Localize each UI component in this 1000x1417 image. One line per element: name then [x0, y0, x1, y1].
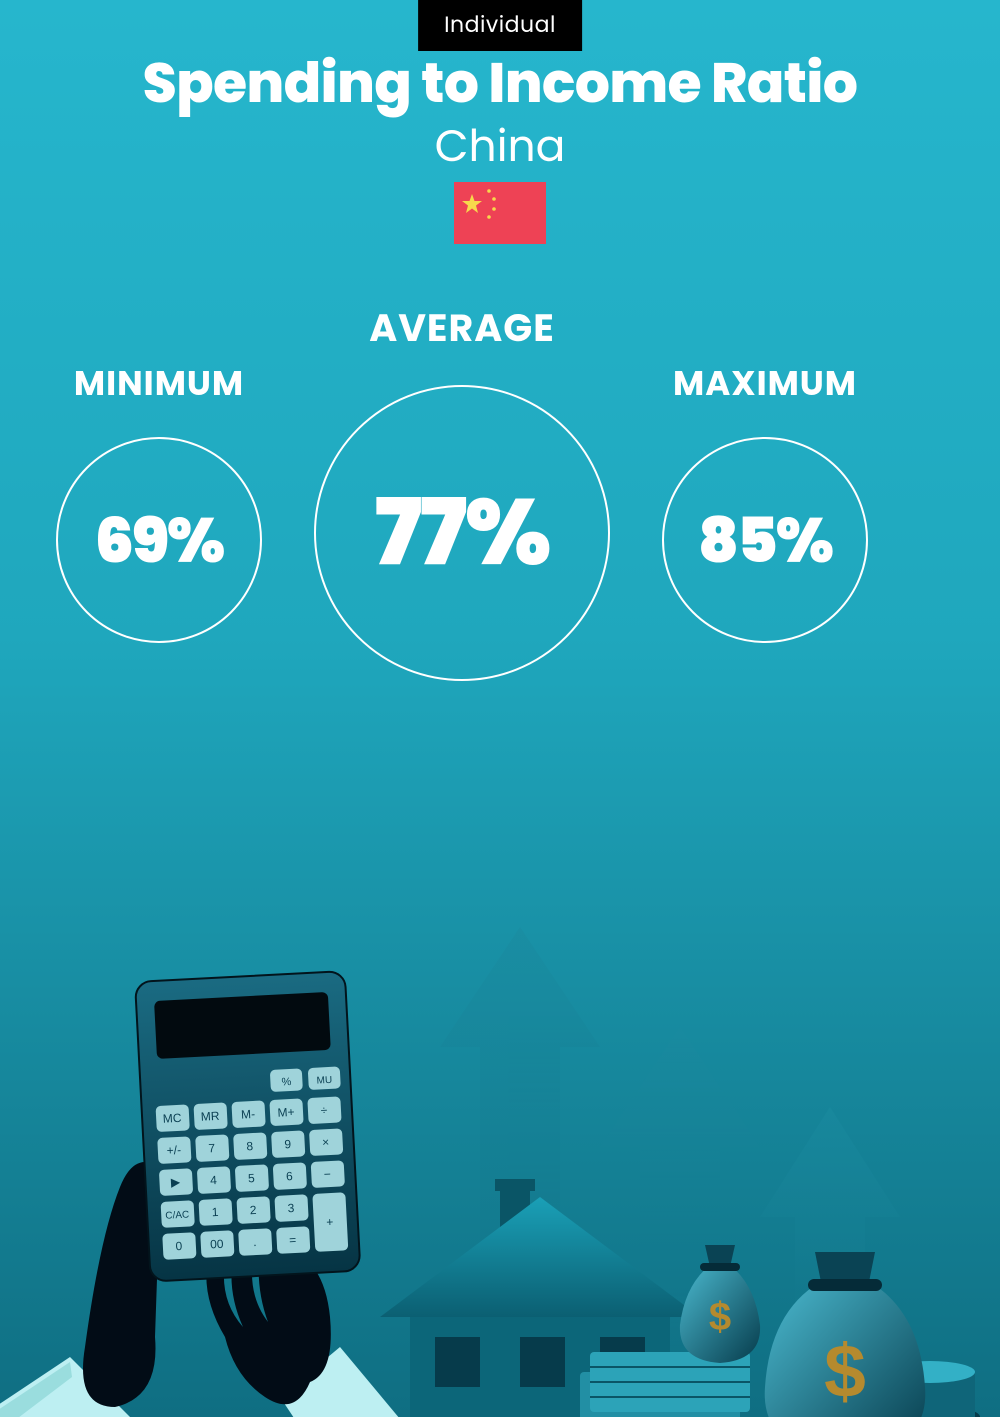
stat-average: AVERAGE 77%: [314, 300, 610, 681]
svg-text:2: 2: [249, 1203, 257, 1217]
svg-text:8: 8: [246, 1139, 254, 1153]
stat-value-maximum: 85%: [698, 494, 832, 587]
stat-value-minimum: 69%: [95, 494, 223, 587]
svg-text:=: =: [289, 1233, 297, 1247]
page-title: Spending to Income Ratio: [0, 42, 1000, 125]
svg-text:00: 00: [210, 1237, 224, 1252]
stat-minimum: MINIMUM 69%: [56, 358, 262, 643]
finance-illustration: $ $ %: [0, 817, 1000, 1417]
infographic-canvas: Individual Spending to Income Ratio Chin…: [0, 0, 1000, 1417]
svg-text:MR: MR: [200, 1109, 220, 1124]
svg-text:MC: MC: [162, 1111, 182, 1126]
svg-text:+/-: +/-: [166, 1143, 181, 1158]
china-flag-icon: [454, 182, 546, 244]
large-money-bag-icon: $: [765, 1252, 926, 1417]
svg-text:0: 0: [175, 1239, 183, 1253]
svg-text:6: 6: [286, 1169, 294, 1183]
stat-circle-average: 77%: [314, 385, 610, 681]
hands-calculator-icon: % MU MC MR M- M+ ÷ +/- 7 8 9 ×: [0, 971, 440, 1417]
svg-text:4: 4: [210, 1173, 218, 1187]
svg-text:M+: M+: [277, 1105, 295, 1120]
svg-text:$: $: [709, 1295, 731, 1339]
svg-text:%: %: [281, 1076, 292, 1089]
stat-maximum: MAXIMUM 85%: [662, 358, 868, 643]
svg-text:1: 1: [211, 1205, 219, 1219]
stat-circle-minimum: 69%: [56, 437, 262, 643]
svg-text:▶: ▶: [171, 1175, 182, 1190]
stat-circle-maximum: 85%: [662, 437, 868, 643]
svg-text:C/AC: C/AC: [165, 1209, 189, 1221]
svg-text:3: 3: [287, 1201, 295, 1215]
stat-label-maximum: MAXIMUM: [662, 358, 868, 409]
stat-label-average: AVERAGE: [314, 300, 610, 357]
svg-text:7: 7: [208, 1141, 216, 1155]
country-name: China: [0, 114, 1000, 179]
svg-text:−: −: [323, 1167, 331, 1181]
stat-value-average: 77%: [375, 464, 550, 602]
stat-label-minimum: MINIMUM: [56, 358, 262, 409]
svg-text:×: ×: [322, 1135, 330, 1149]
svg-text:M-: M-: [241, 1107, 256, 1122]
svg-text:9: 9: [284, 1137, 292, 1151]
svg-text:MU: MU: [316, 1075, 332, 1087]
svg-text:÷: ÷: [320, 1103, 328, 1117]
svg-text:5: 5: [248, 1171, 256, 1185]
svg-text:+: +: [326, 1215, 334, 1229]
svg-text:$: $: [824, 1329, 866, 1413]
category-label: Individual: [444, 9, 556, 40]
